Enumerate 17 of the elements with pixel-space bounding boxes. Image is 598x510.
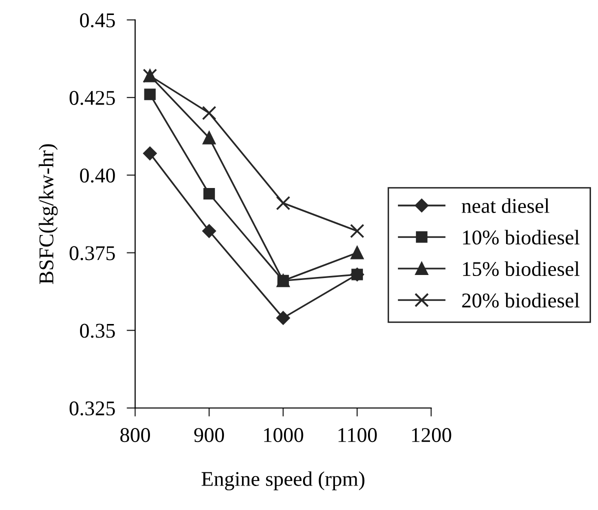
legend-label: 10% biodiesel — [463, 230, 580, 245]
y-tick-label: 0.45 — [80, 13, 115, 28]
y-tick-label: 0.35 — [80, 324, 115, 338]
legend-label: neat diesel — [462, 198, 550, 213]
y-axis-title: BSFC(kg/kw-hr) — [38, 144, 58, 284]
x-tick-label: 800 — [120, 428, 150, 442]
y-tick-label: 0.375 — [70, 246, 115, 260]
y-tick-label: 0.40 — [80, 168, 115, 183]
x-tick-label: 1100 — [338, 428, 377, 442]
legend-label: 15% biodiesel — [463, 261, 580, 276]
x-tick-label: 900 — [194, 428, 224, 442]
x-tick-label: 1000 — [264, 428, 304, 442]
x-axis-title: Engine speed (rpm) — [202, 471, 364, 490]
x-tick-label: 1200 — [412, 428, 452, 442]
y-tick-label: 0.425 — [70, 90, 115, 106]
legend-label: 20% biodiesel — [462, 292, 580, 308]
y-tick-label: 0.325 — [70, 401, 115, 416]
